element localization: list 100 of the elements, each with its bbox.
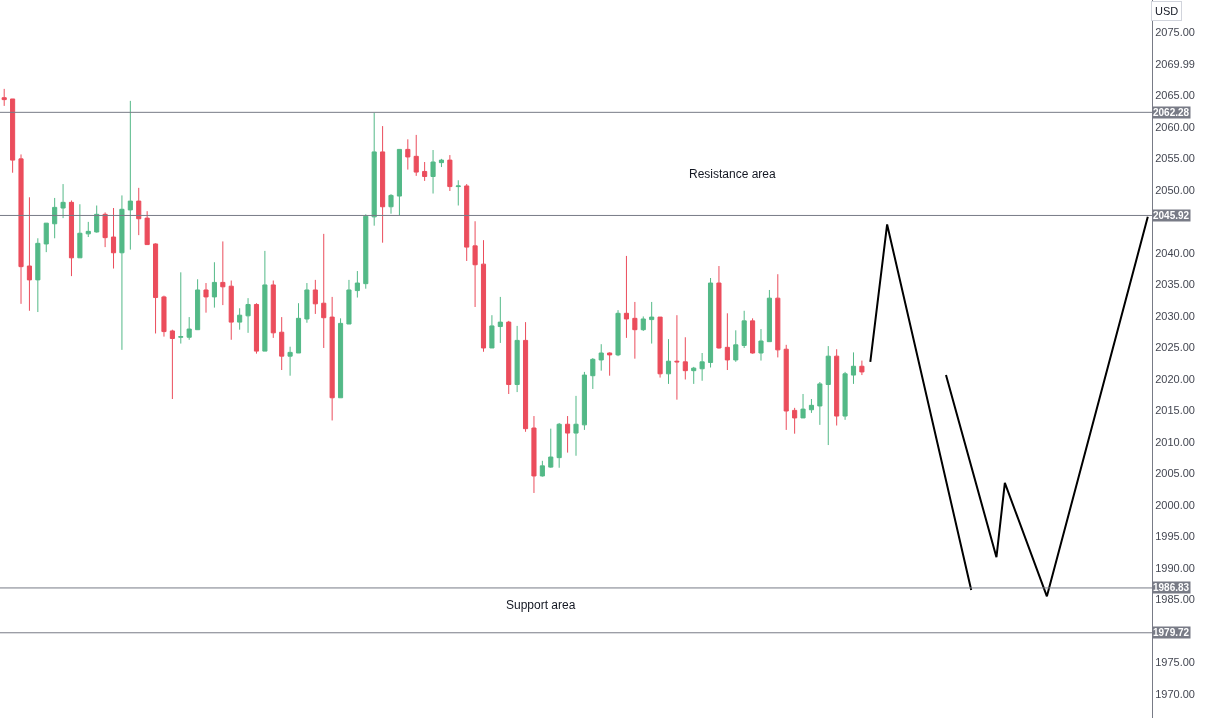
candlestick [699,352,705,382]
candlestick [724,312,730,371]
y-tick-label: 1985.00 [1155,593,1195,606]
candlestick [144,210,150,246]
candlestick [161,295,167,338]
candlestick [489,314,495,349]
candlestick [245,297,251,334]
candlestick [371,112,377,227]
candlestick [632,301,638,360]
candlestick [573,395,579,457]
candlestick [186,316,192,341]
candlestick [497,296,503,344]
candlestick [565,415,571,454]
candlestick [750,317,756,355]
ref-line-label: 2062.28 [1153,107,1190,118]
candlestick [733,329,739,363]
y-tick-label: 1975.00 [1155,656,1195,669]
y-tick-label: 1995.00 [1155,530,1195,543]
candlestick [68,199,75,277]
candlestick [26,196,32,312]
candlestick [590,357,596,390]
candlestick [178,271,184,345]
candlestick [52,197,58,239]
y-tick-label: 2010.00 [1155,435,1195,448]
text: USD [1155,5,1179,17]
y-tick-label: 2035.00 [1155,278,1195,291]
candlestick [531,415,537,494]
candlestick [346,279,352,325]
candlestick [657,316,663,379]
candlestick [396,148,402,217]
candlestick [10,98,16,174]
candlestick [35,237,41,313]
candlestick [287,346,293,377]
candlestick [548,428,554,469]
candlestick [665,338,672,385]
candlestick [262,250,268,352]
y-tick-label: 2025.00 [1155,341,1195,354]
candlestick [817,381,823,426]
candlestick [279,316,285,371]
candlestick [380,125,386,244]
y-tick-label: 2065.00 [1155,89,1195,102]
candlestick [153,242,159,334]
candlestick [808,398,815,414]
candlestick [85,221,91,238]
candlestick [329,296,335,421]
candlestick [1,88,7,107]
candlestick [77,203,83,259]
candlestick [506,320,512,395]
candlestick [581,371,587,431]
y-tick-label: 2055.00 [1155,152,1195,165]
candlestick [237,307,243,331]
candlestick [792,407,798,435]
candlestick [464,183,470,262]
candlestick [203,282,209,314]
candlestick [850,351,857,385]
y-tick-label: 1990.00 [1155,561,1195,574]
candlestick [691,366,697,385]
candlestick [127,100,133,251]
candlestick [514,325,520,393]
candlestick [312,279,318,315]
candlestick [598,343,604,372]
candlestick [539,460,545,478]
candlestick [220,240,226,306]
candlestick [60,183,66,219]
candlestick [110,207,117,270]
y-tick-label: 2000.00 [1155,498,1195,511]
candlestick [556,422,562,469]
candlestick [775,273,781,358]
candlestick [228,280,234,341]
candlestick [354,270,360,299]
candlestick [211,261,217,309]
candlestick [783,344,789,431]
annotation: Resistance area [689,167,777,181]
annotation: Support area [506,598,576,612]
candlestick [607,351,613,377]
candlestick [169,329,175,400]
candlestick [766,289,772,343]
candlestick [758,328,764,362]
candlestick [674,314,680,401]
candlestick [834,348,840,426]
y-tick-label: 2050.00 [1155,183,1195,196]
candlestick [295,302,302,354]
candlestick [649,301,655,345]
candlestick [363,213,369,290]
candlestick [270,280,276,339]
candlestick [195,278,201,331]
line-series [944,215,1149,598]
y-tick-label: 2060.00 [1155,120,1195,133]
candlestick [623,255,630,339]
candlestick [119,194,125,351]
candlestick [321,233,327,349]
candlestick [430,149,436,195]
ref-line-label: 2045.92 [1153,210,1190,221]
candlestick [640,315,646,332]
candlestick [43,222,49,253]
candlestick [337,317,344,399]
candlestick [800,393,806,419]
y-tick-label: 2020.00 [1155,372,1195,385]
candlestick [102,211,108,248]
candlestick [94,205,100,234]
